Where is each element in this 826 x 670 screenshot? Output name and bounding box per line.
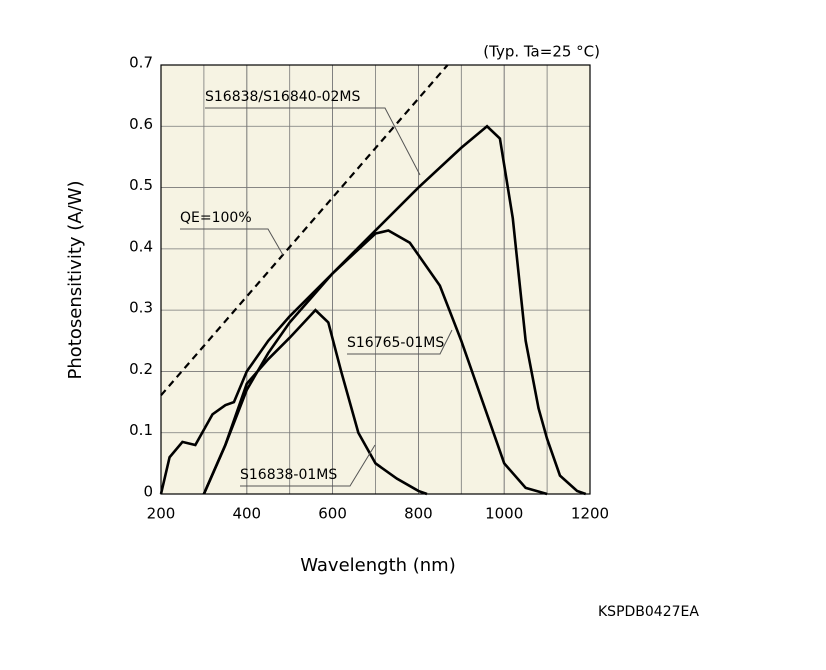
series-label: S16838-01MS <box>240 467 337 483</box>
leader-line <box>180 228 284 256</box>
y-tick-label: 0.2 <box>129 360 153 378</box>
leader-line <box>240 444 376 487</box>
x-tick-label: 200 <box>147 505 176 523</box>
series-label: QE=100% <box>180 210 252 226</box>
y-tick-label: 0 <box>143 483 153 501</box>
series-line <box>160 64 449 397</box>
x-tick-label: 1000 <box>485 505 523 523</box>
y-tick-label: 0.3 <box>129 299 153 317</box>
leader-line <box>347 329 453 355</box>
plot-border <box>160 64 591 495</box>
series-line <box>202 308 428 496</box>
y-tick-label: 0.1 <box>129 421 153 439</box>
series-label: S16765-01MS <box>347 335 444 351</box>
code: KSPDB0427EA <box>598 604 699 620</box>
leader-line <box>205 107 421 176</box>
x-tick-label: 600 <box>318 505 347 523</box>
x-axis-label: Wavelength (nm) <box>300 555 456 576</box>
y-tick-label: 0.6 <box>129 115 153 133</box>
x-tick-label: 400 <box>232 505 261 523</box>
y-axis-label: Photosensitivity (A/W) <box>65 181 86 380</box>
series-line <box>159 124 587 496</box>
series-label: S16838/S16840-02MS <box>205 89 361 105</box>
y-tick-label: 0.7 <box>129 54 153 72</box>
x-tick-label: 800 <box>404 505 433 523</box>
y-tick-label: 0.5 <box>129 176 153 194</box>
x-tick-label: 1200 <box>571 505 609 523</box>
note: (Typ. Ta=25 °C) <box>483 43 600 61</box>
y-tick-label: 0.4 <box>129 237 153 255</box>
series-line <box>202 229 548 496</box>
